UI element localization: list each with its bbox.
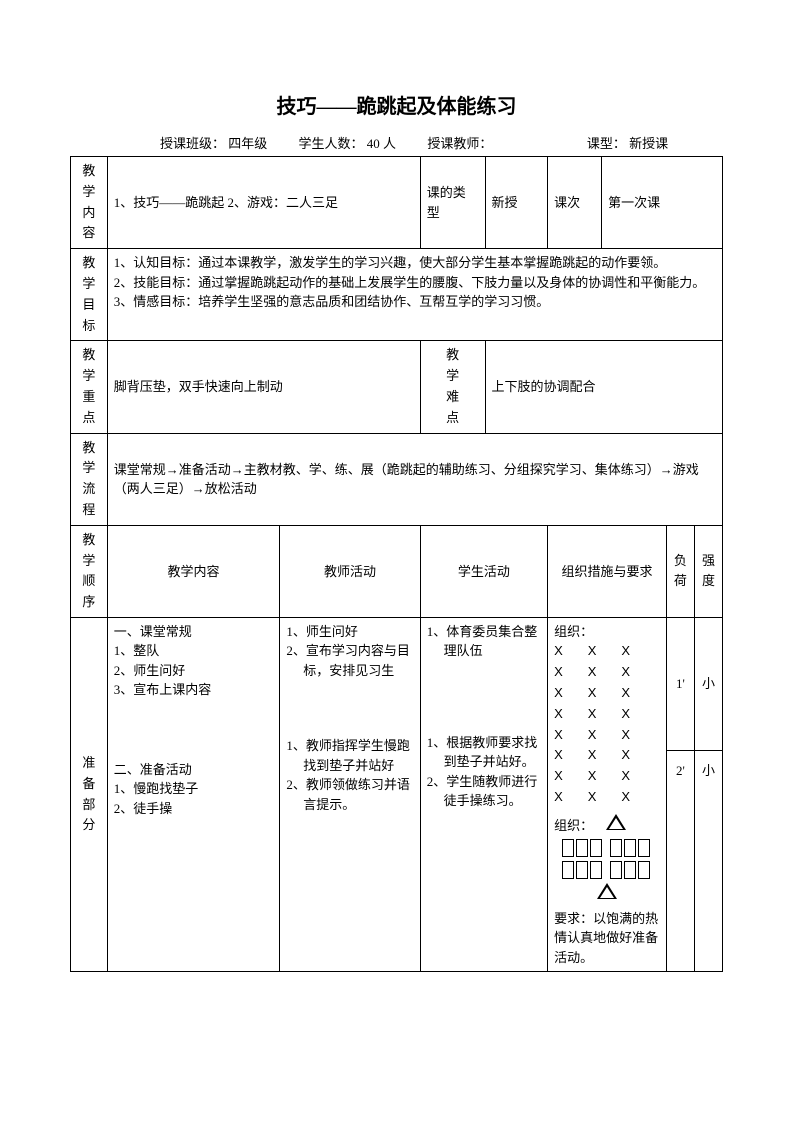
prep-a1: 1、整队 — [114, 641, 274, 661]
header-org: 组织措施与要求 — [548, 525, 667, 617]
page-title: 技巧——跪跳起及体能练习 — [70, 90, 723, 119]
prep-teacher: 1、师生问好 2、宣布学习内容与目标，安排见习生 1、教师指挥学生慢跑找到垫子并… — [280, 617, 420, 971]
type-label: 课型： — [587, 133, 626, 152]
class-type-label: 课的类型 — [420, 157, 485, 249]
info-line: 授课班级： 四年级 学生人数： 40 人 授课教师： 课型： 新授课 — [70, 133, 723, 152]
prep-content: 一、课堂常规 1、整队 2、师生问好 3、宣布上课内容 二、准备活动 1、慢跑找… — [107, 617, 280, 971]
header-intensity: 强度 — [694, 525, 722, 617]
lesson-num-value: 第一次课 — [602, 157, 723, 249]
class-label: 授课班级： — [160, 133, 225, 152]
teacher-a2: 2、宣布学习内容与目标，安排见习生 — [286, 641, 413, 680]
goal-1: 1、认知目标：通过本课教学，激发学生的学习兴趣，使大部分学生基本掌握跪跳起的动作… — [114, 253, 716, 273]
intensity-2: 小 — [694, 750, 722, 971]
intensity-1: 小 — [694, 617, 722, 750]
prep-b-title: 二、准备活动 — [114, 760, 274, 780]
type-value: 新授课 — [629, 133, 668, 152]
lesson-num-label: 课次 — [548, 157, 602, 249]
goals-text: 1、认知目标：通过本课教学，激发学生的学习兴趣，使大部分学生基本掌握跪跳起的动作… — [107, 249, 722, 341]
header-load: 负荷 — [666, 525, 694, 617]
teacher-b1: 1、教师指挥学生慢跑找到垫子并站好 — [286, 736, 413, 775]
label-content: 教学内容 — [71, 157, 108, 249]
load-2: 2' — [666, 750, 694, 971]
prep-a3: 3、宣布上课内容 — [114, 680, 274, 700]
row-goals: 教学目标 1、认知目标：通过本课教学，激发学生的学习兴趣，使大部分学生基本掌握跪… — [71, 249, 723, 341]
content-text: 1、技巧——跪跳起 2、游戏：二人三足 — [107, 157, 420, 249]
header-teacher: 教师活动 — [280, 525, 420, 617]
header-student: 学生活动 — [420, 525, 547, 617]
section-prep: 准备部分 一、课堂常规 1、整队 2、师生问好 3、宣布上课内容 二、准备活动 … — [71, 617, 723, 750]
row-content: 教学内容 1、技巧——跪跳起 2、游戏：二人三足 课的类型 新授 课次 第一次课 — [71, 157, 723, 249]
difficulty-text: 上下肢的协调配合 — [485, 341, 723, 433]
students-value: 40 人 — [367, 133, 396, 152]
prep-b1: 1、慢跑找垫子 — [114, 779, 274, 799]
teacher-b2: 2、教师领做练习并语言提示。 — [286, 775, 413, 814]
load-1: 1' — [666, 617, 694, 750]
row-headers: 教学顺序 教学内容 教师活动 学生活动 组织措施与要求 负荷 强度 — [71, 525, 723, 617]
org-formation-2 — [554, 839, 660, 857]
class-value: 四年级 — [228, 133, 267, 152]
prep-student: 1、体育委员集合整理队伍 1、根据教师要求找到垫子并站好。 2、学生随教师进行徒… — [420, 617, 547, 971]
teacher-a1: 1、师生问好 — [286, 622, 413, 642]
prep-b2: 2、徒手操 — [114, 799, 274, 819]
teacher-label: 授课教师： — [427, 133, 492, 152]
header-seq: 教学顺序 — [71, 525, 108, 617]
flow-text: 课堂常规→准备活动→主教材教、学、练、展（跪跳起的辅助练习、分组探究学习、集体练… — [107, 433, 722, 525]
prep-a2: 2、师生问好 — [114, 661, 274, 681]
org-label-2: 组织： — [554, 814, 660, 836]
label-keypoint: 教学重点 — [71, 341, 108, 433]
triangle-icon — [606, 814, 626, 830]
label-difficulty: 教学难点 — [420, 341, 485, 433]
triangle-icon — [597, 883, 617, 899]
student-b2: 2、学生随教师进行徒手操练习。 — [427, 772, 541, 811]
class-type-value: 新授 — [485, 157, 548, 249]
header-content: 教学内容 — [107, 525, 280, 617]
org-label-1: 组织： — [554, 622, 660, 642]
students-label: 学生人数： — [299, 133, 364, 152]
org-requirement: 要求：以饱满的热情认真地做好准备活动。 — [554, 909, 660, 968]
keypoint-text: 脚背压垫，双手快速向上制动 — [107, 341, 420, 433]
prep-a-title: 一、课堂常规 — [114, 622, 274, 642]
label-prep: 准备部分 — [71, 617, 108, 971]
org-formation-1: X X X X X X X X X X X X X X X X X X X X … — [554, 641, 660, 807]
goal-3: 3、情感目标：培养学生坚强的意志品质和团结协作、互帮互学的学习习惯。 — [114, 292, 716, 312]
label-flow: 教学流程 — [71, 433, 108, 525]
student-a1: 1、体育委员集合整理队伍 — [427, 622, 541, 661]
goal-2: 2、技能目标：通过掌握跪跳起动作的基础上发展学生的腰腹、下肢力量以及身体的协调性… — [114, 273, 716, 293]
student-b1: 1、根据教师要求找到垫子并站好。 — [427, 733, 541, 772]
row-flow: 教学流程 课堂常规→准备活动→主教材教、学、练、展（跪跳起的辅助练习、分组探究学… — [71, 433, 723, 525]
lesson-plan-table: 教学内容 1、技巧——跪跳起 2、游戏：二人三足 课的类型 新授 课次 第一次课… — [70, 156, 723, 972]
row-keypoint: 教学重点 脚背压垫，双手快速向上制动 教学难点 上下肢的协调配合 — [71, 341, 723, 433]
label-goals: 教学目标 — [71, 249, 108, 341]
prep-org: 组织： X X X X X X X X X X X X X X X X X X … — [548, 617, 667, 971]
